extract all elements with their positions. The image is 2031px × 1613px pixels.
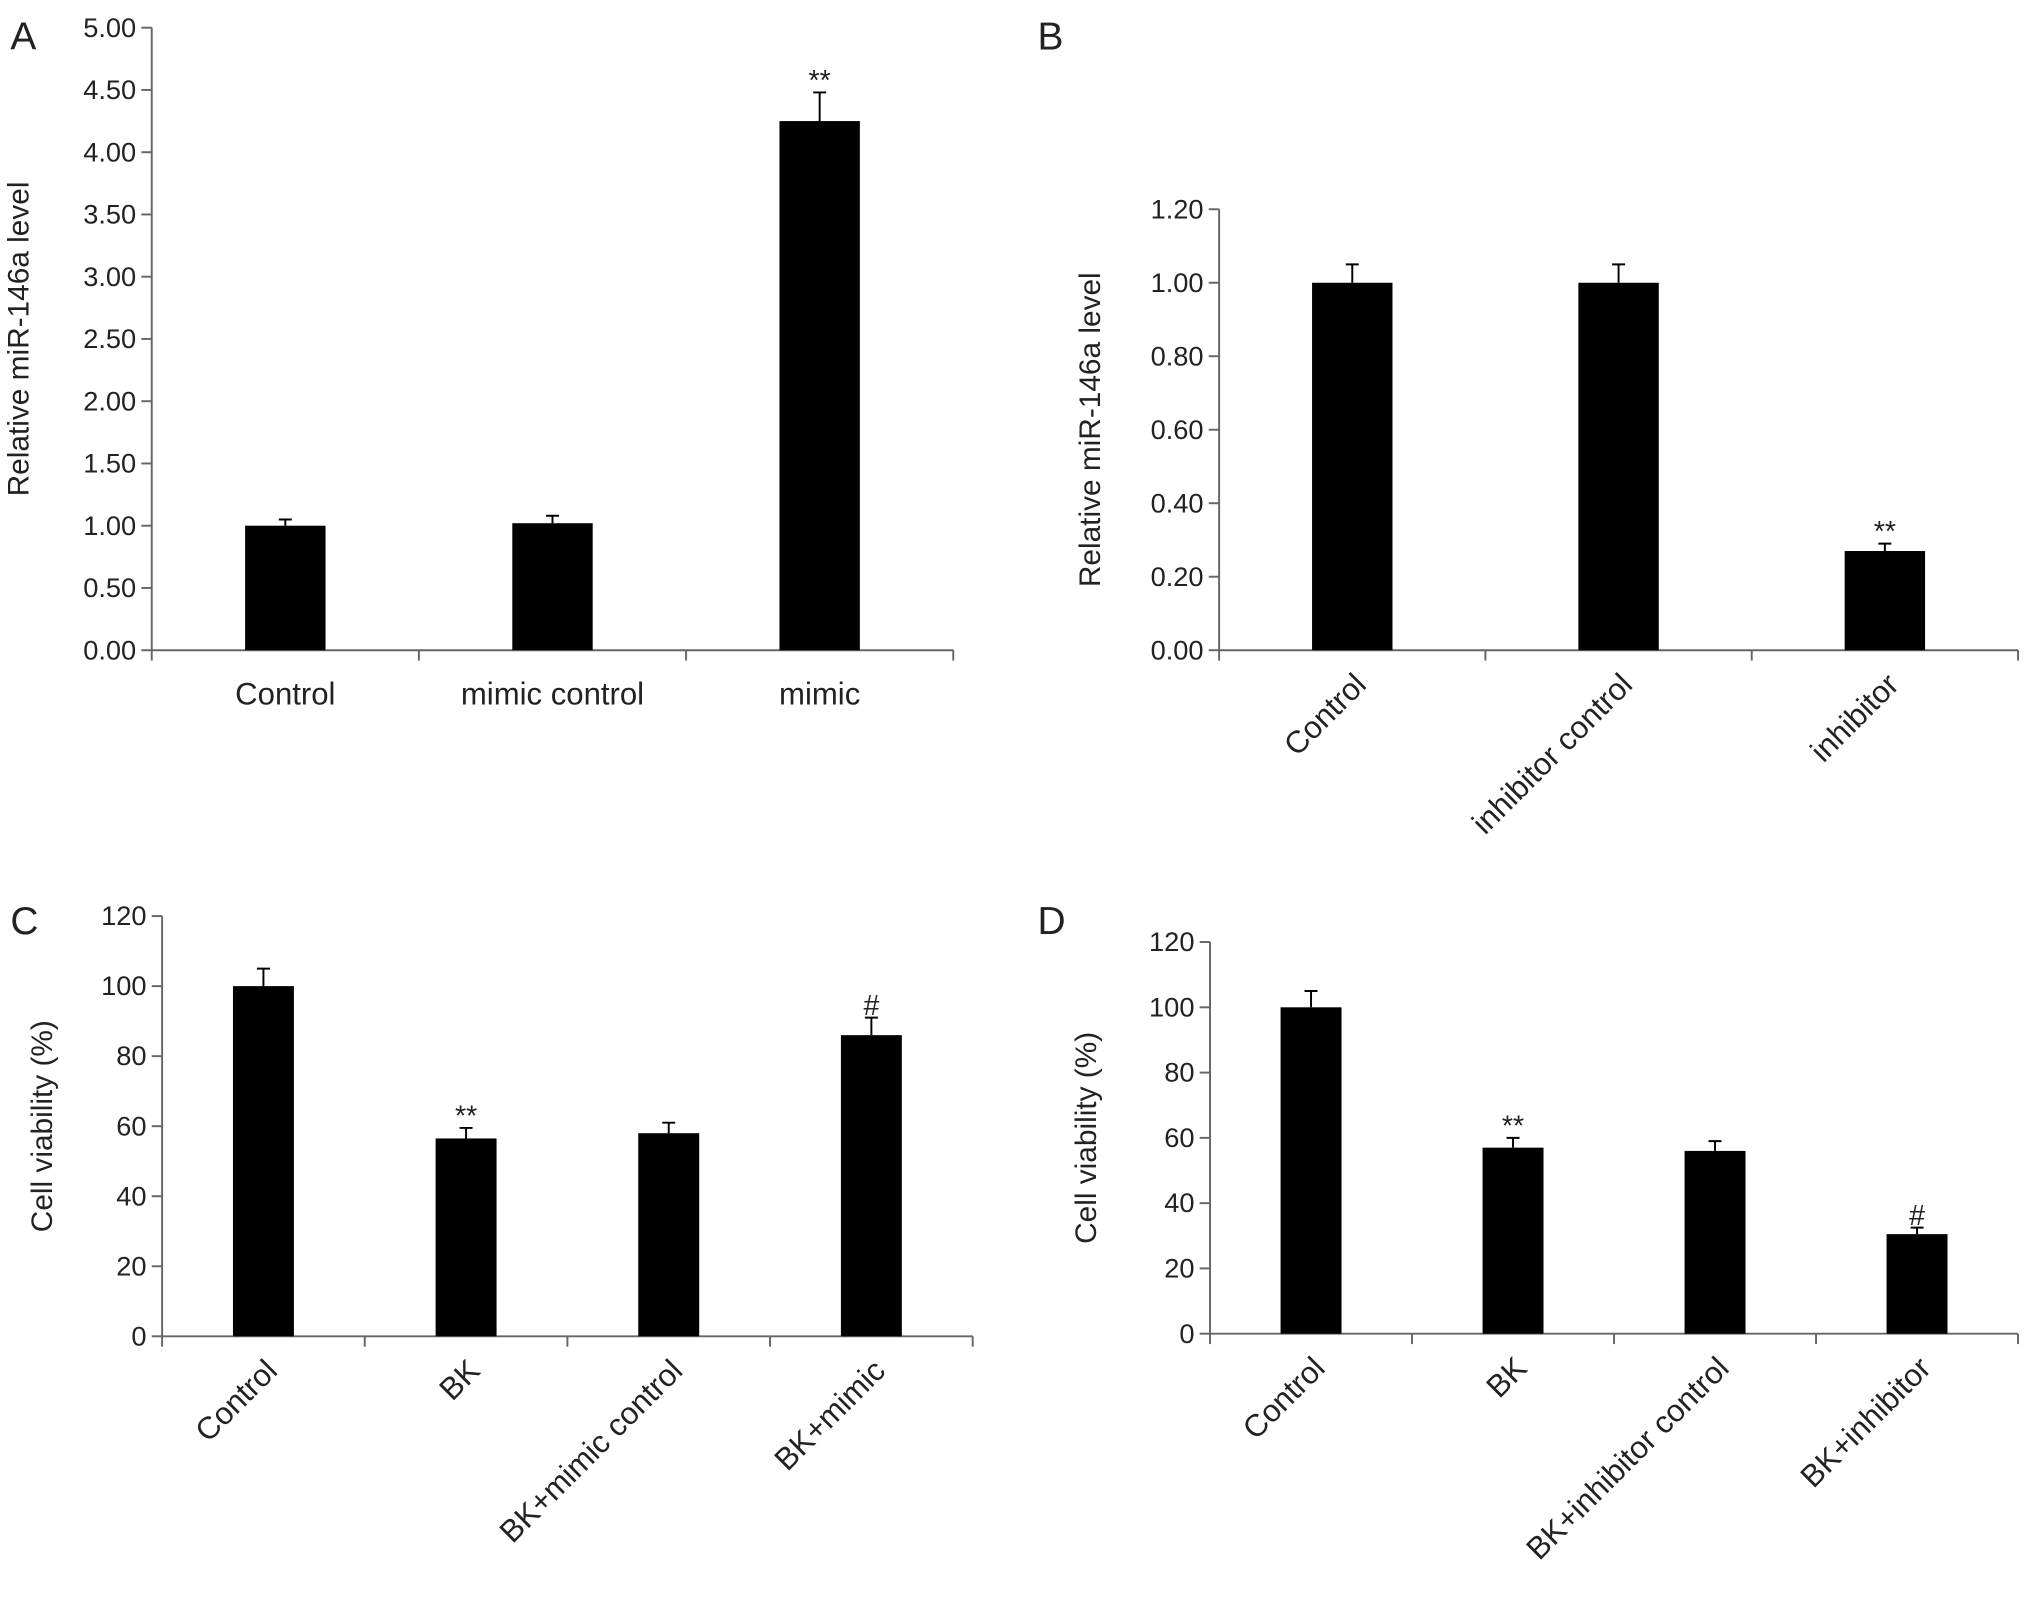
y-tick-label: 3.50 [83, 199, 136, 230]
error-bar [864, 1016, 878, 1036]
y-tick-label: 80 [1164, 1057, 1194, 1088]
bar [1280, 1007, 1342, 1334]
bar [1578, 282, 1659, 651]
y-tick-label: 0.00 [1151, 634, 1204, 665]
y-tick-label: 40 [116, 1180, 146, 1211]
x-tick-label: mimic control [461, 677, 644, 712]
y-tick-label: 0.00 [83, 634, 136, 665]
bar [638, 1133, 700, 1337]
y-tick-label: 2.50 [83, 323, 136, 354]
y-tick-label: 1.50 [83, 448, 136, 479]
y-tick-label: 120 [101, 900, 146, 931]
y-tick-label: 40 [1164, 1187, 1194, 1218]
panel-label: A [10, 16, 36, 59]
significance-label: # [863, 990, 879, 1022]
y-tick-label: 60 [1164, 1122, 1194, 1153]
panel-label: D [1038, 900, 1066, 943]
y-axis-label: Cell viability (%) [26, 1020, 59, 1232]
error-bar [1304, 990, 1318, 1008]
bar [1482, 1147, 1544, 1334]
y-axis-label: Relative miR-146a level [1074, 272, 1107, 587]
y-tick-label: 0 [1179, 1318, 1194, 1349]
y-tick-label: 100 [101, 970, 146, 1001]
significance-label: ** [455, 1100, 477, 1132]
y-tick-label: 0.50 [83, 572, 136, 603]
error-bar [459, 1126, 473, 1139]
bar [1844, 551, 1926, 651]
y-tick-label: 5.00 [83, 12, 136, 43]
panel-label: B [1038, 16, 1064, 59]
error-bar [1345, 263, 1359, 283]
bar [840, 1035, 902, 1337]
y-axis-label: Cell viability (%) [1070, 1032, 1103, 1244]
y-tick-label: 0.20 [1151, 561, 1204, 592]
y-tick-label: 0 [131, 1320, 146, 1351]
x-tick-label: Control [1277, 667, 1373, 763]
y-tick-label: 3.00 [83, 261, 136, 292]
x-tick-label: BK+inhibitor [1794, 1350, 1938, 1494]
y-tick-label: 1.00 [1151, 267, 1204, 298]
bar [1312, 282, 1393, 651]
y-tick-label: 0.40 [1151, 487, 1204, 518]
y-tick-label: 0.80 [1151, 340, 1204, 371]
x-tick-label: inhibitor [1804, 667, 1906, 769]
y-tick-label: 80 [116, 1040, 146, 1071]
error-bar [1708, 1140, 1722, 1151]
error-bar [1878, 542, 1892, 552]
error-bar [662, 1121, 676, 1134]
y-tick-label: 4.50 [83, 74, 136, 105]
x-tick-label: BK+mimic control [493, 1353, 689, 1549]
y-tick-label: 120 [1149, 926, 1194, 957]
x-tick-label: mimic [779, 677, 860, 712]
bar [1684, 1150, 1746, 1334]
y-tick-label: 20 [116, 1250, 146, 1281]
significance-label: ** [809, 65, 831, 97]
bar [779, 121, 860, 651]
y-tick-label: 60 [116, 1110, 146, 1141]
significance-label: # [1909, 1200, 1925, 1232]
y-tick-label: 100 [1149, 991, 1194, 1022]
y-tick-label: 1.20 [1151, 193, 1204, 224]
panel-label: C [10, 900, 38, 943]
x-tick-label: inhibitor control [1465, 667, 1639, 841]
x-tick-label: BK [433, 1353, 487, 1407]
x-tick-label: BK [1479, 1350, 1533, 1404]
error-bar [1506, 1136, 1520, 1148]
error-bar [546, 514, 559, 524]
bar [435, 1138, 497, 1337]
error-bar [1612, 263, 1626, 283]
significance-label: ** [1874, 516, 1896, 548]
x-tick-label: Control [235, 677, 335, 712]
x-tick-label: Control [1236, 1350, 1332, 1446]
bar [512, 523, 593, 651]
y-tick-label: 1.00 [83, 510, 136, 541]
x-tick-label: BK+mimic [768, 1353, 892, 1477]
y-tick-label: 0.60 [1151, 414, 1204, 445]
y-tick-label: 20 [1164, 1253, 1194, 1284]
error-bar [256, 967, 270, 987]
y-tick-label: 2.00 [83, 385, 136, 416]
bar [232, 986, 294, 1337]
x-tick-label: BK+inhibitor control [1519, 1350, 1735, 1566]
x-tick-label: Control [188, 1353, 284, 1449]
error-bar [278, 518, 292, 526]
bar [245, 525, 326, 651]
error-bar [1910, 1226, 1924, 1235]
significance-label: ** [1502, 1110, 1524, 1142]
y-tick-label: 4.00 [83, 136, 136, 167]
y-axis-label: Relative miR-146a level [3, 182, 36, 497]
bar [1886, 1234, 1948, 1334]
error-bar [813, 91, 827, 122]
